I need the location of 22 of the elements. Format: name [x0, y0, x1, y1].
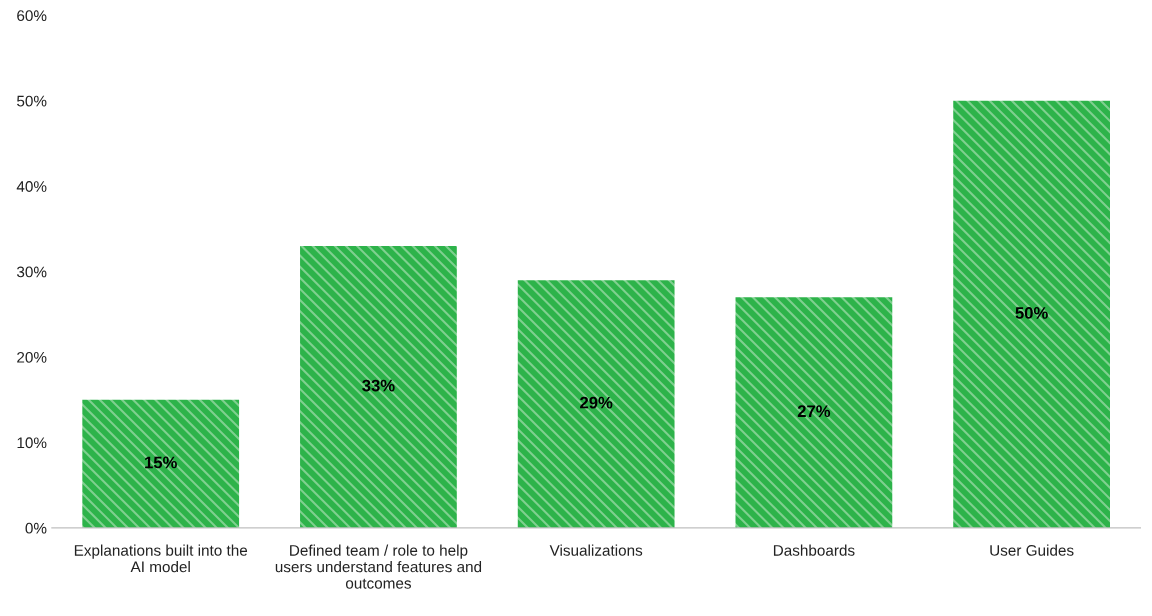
y-tick-label: 30%: [16, 266, 47, 278]
data-label: 29%: [580, 396, 613, 409]
bar: [953, 100, 1110, 528]
data-label: 15%: [145, 456, 177, 469]
bar: [517, 280, 675, 528]
y-tick-label: 50%: [17, 95, 47, 107]
x-tick-label: Dashboards: [773, 544, 855, 556]
bar: [300, 246, 457, 528]
y-tick-label: 10%: [17, 437, 47, 449]
data-label: 27%: [797, 405, 831, 418]
data-label: 50%: [1015, 307, 1048, 319]
x-tick-label: Explanations built into the AI model: [74, 544, 248, 573]
y-tick-label: 0%: [25, 522, 47, 534]
bar: [82, 399, 240, 528]
y-tick-label: 60%: [17, 10, 47, 22]
data-label: 33%: [362, 379, 395, 392]
bar: [735, 297, 893, 528]
y-tick-label: 40%: [16, 181, 47, 192]
x-tick-label: User Guides: [990, 544, 1074, 556]
x-tick-label: Visualizations: [549, 544, 643, 556]
x-tick-label: Defined team / role to help users understand features and outcomes: [275, 544, 482, 589]
y-tick-label: 20%: [17, 351, 47, 363]
